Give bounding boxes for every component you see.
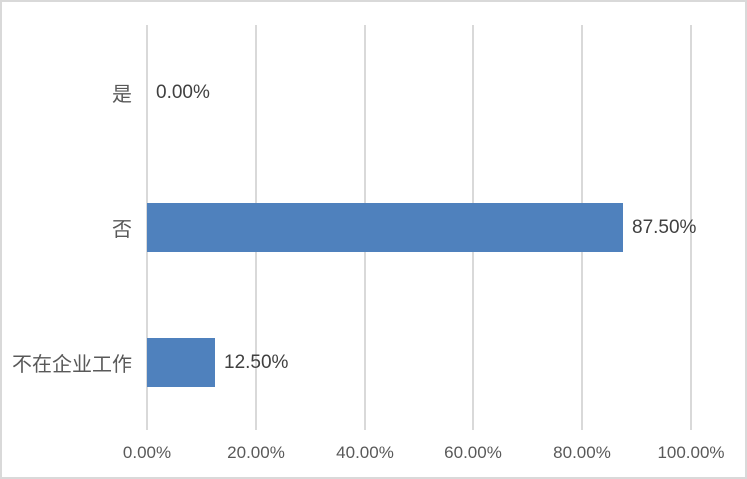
bar-row-no: 87.50%: [147, 160, 696, 295]
value-label-no: 87.50%: [632, 216, 697, 238]
category-label-not-in-company: 不在企业工作: [12, 354, 132, 376]
bar-row-not-in-company: 12.50%: [147, 295, 691, 430]
gridline-100: [690, 25, 692, 430]
x-tick-0: 0.00%: [122, 443, 172, 462]
plot-area: 0.00% 87.50% 12.50%: [146, 25, 696, 430]
x-tick-40: 40.00%: [336, 443, 394, 462]
x-tick-60: 60.00%: [444, 443, 502, 462]
x-tick-80: 80.00%: [553, 443, 611, 462]
category-label-yes: 是: [112, 84, 132, 106]
bar-not-in-company: [147, 338, 215, 387]
bar-no: [147, 203, 623, 252]
value-label-not-in-company: 12.50%: [224, 351, 289, 373]
bar-row-yes: 0.00%: [147, 25, 691, 160]
category-label-no: 否: [112, 219, 132, 241]
x-tick-100: 100.00%: [657, 443, 725, 462]
value-label-yes: 0.00%: [156, 81, 210, 103]
x-tick-20: 20.00%: [227, 443, 285, 462]
